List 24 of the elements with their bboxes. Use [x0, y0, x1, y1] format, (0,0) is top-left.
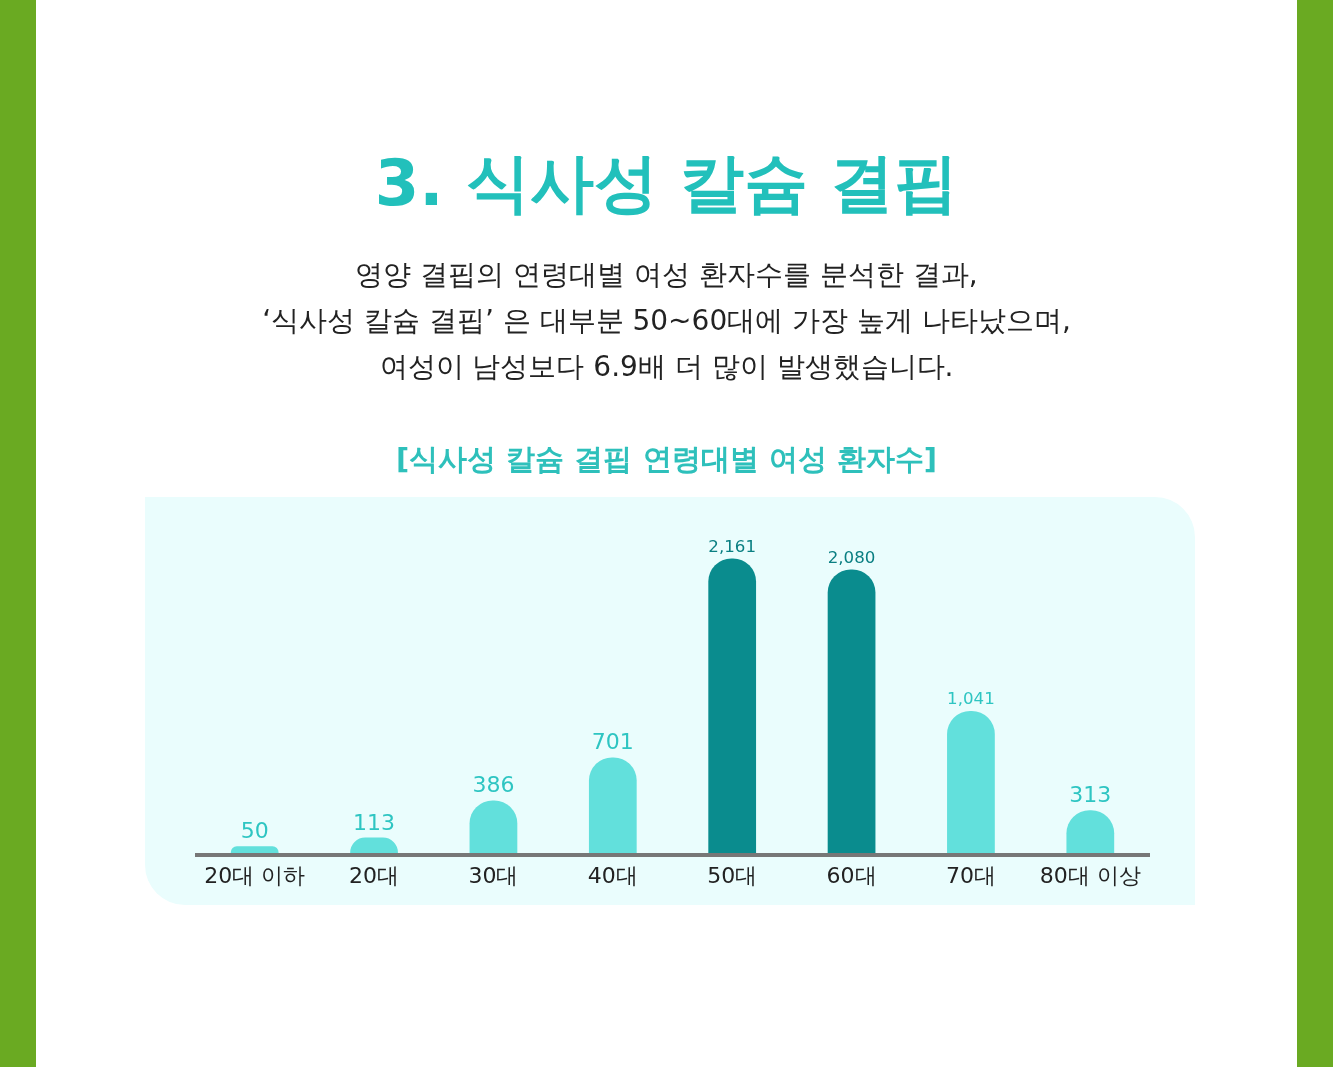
data-label: 386: [472, 772, 515, 798]
x-tick-label: 50대: [707, 863, 758, 889]
x-tick-label: 30대: [468, 863, 519, 889]
x-tick-label: 60대: [826, 863, 877, 889]
text: [식사성 칼슘 결핍 연령대별 여성 환자수]: [395, 441, 938, 478]
chart-title: 3. 식사성 칼슘 결핍: [373, 145, 960, 222]
data-label: 313: [1069, 782, 1112, 808]
bar: [588, 757, 637, 853]
x-tick-label: 40대: [587, 863, 638, 889]
data-label: 2,080: [827, 547, 876, 567]
bar: [827, 569, 876, 853]
data-label: 1,041: [947, 689, 995, 709]
x-tick-label: 80대 이상: [1039, 863, 1141, 889]
data-label: 113: [353, 809, 396, 835]
bar: [708, 558, 757, 853]
bar: [947, 711, 995, 853]
data-label: 701: [591, 729, 634, 755]
x-tick-label: 20대 이하: [204, 863, 306, 889]
x-tick-label: 70대: [945, 863, 996, 889]
bar: [230, 846, 279, 853]
x-tick-label: 20대: [349, 863, 400, 889]
data-label: 2,161: [708, 536, 757, 556]
data-label: 50: [240, 818, 269, 844]
chart-subtitle: 영양 결핍의 연령대별 여성 환자수를 분석한 결과, ‘식사성 칼슘 결핍’ 은 대부분 50~60대에 가장 높게 나타났으며, 여성이 남성보다 6.9배 더 많이 발생했습니다.: [261, 257, 1072, 385]
